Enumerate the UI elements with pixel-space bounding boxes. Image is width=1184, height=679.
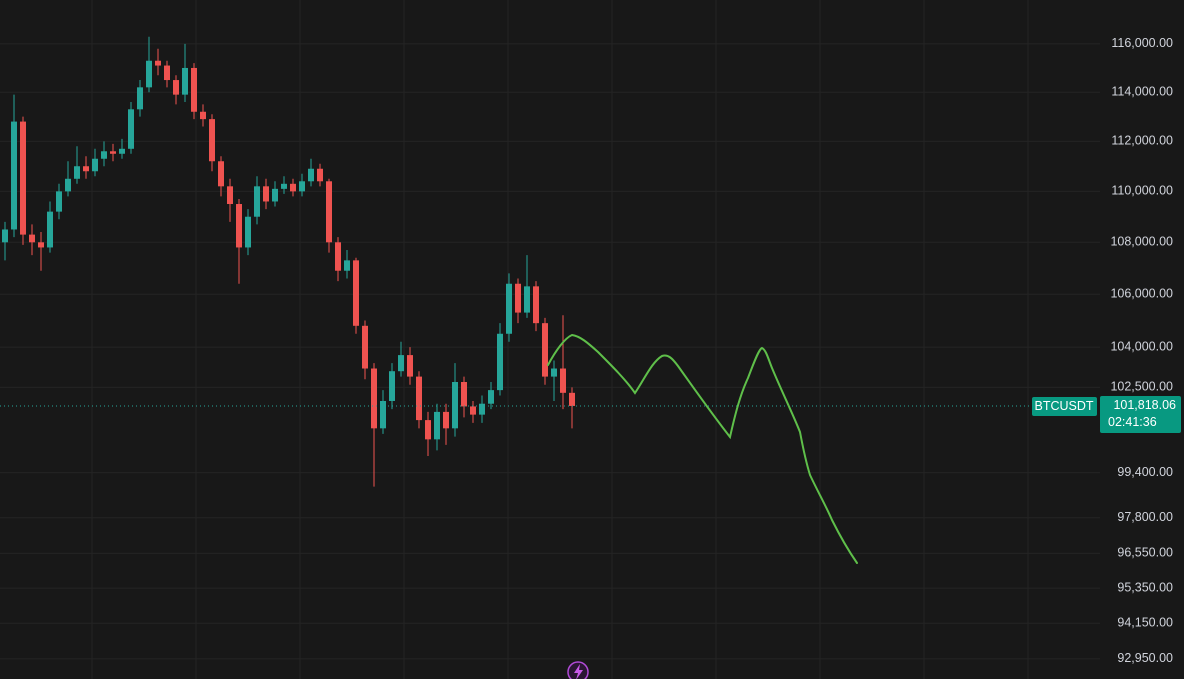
candle-body xyxy=(380,400,386,429)
y-tick-label: 96,550.00 xyxy=(1117,546,1173,560)
candle-body xyxy=(65,178,71,192)
candle-body xyxy=(299,181,305,192)
y-tick-label: 92,950.00 xyxy=(1117,651,1173,665)
candle-body xyxy=(20,121,26,235)
candle-body xyxy=(209,119,215,162)
vertical-grid xyxy=(91,0,1029,679)
symbol-label: BTCUSDT xyxy=(1034,399,1093,413)
candle-body xyxy=(119,148,125,154)
candle-body xyxy=(254,186,260,217)
candle-body xyxy=(533,286,539,324)
y-tick-label: 102,500.00 xyxy=(1110,380,1173,394)
candle-body xyxy=(290,183,296,192)
candle-body xyxy=(542,323,548,377)
candle-body xyxy=(92,158,98,172)
y-tick-label: 94,150.00 xyxy=(1117,616,1173,630)
candle-body xyxy=(362,325,368,369)
candle-body xyxy=(101,151,107,159)
candle-body xyxy=(452,381,458,429)
y-tick-label: 108,000.00 xyxy=(1110,235,1173,249)
candle-body xyxy=(344,260,350,271)
candle-body xyxy=(524,286,530,313)
candle-body xyxy=(227,186,233,205)
candle-body xyxy=(263,186,269,202)
candle-body xyxy=(569,392,575,406)
candle-body xyxy=(83,166,89,172)
y-tick-label: 110,000.00 xyxy=(1111,184,1173,198)
candle-body xyxy=(200,111,206,120)
candle-body xyxy=(506,283,512,334)
candle-body xyxy=(308,168,314,182)
candle-body xyxy=(551,368,557,377)
y-tick-label: 106,000.00 xyxy=(1110,286,1173,300)
candle-body xyxy=(236,204,242,248)
y-tick-label: 114,000.00 xyxy=(1111,85,1173,99)
candle-body xyxy=(11,121,17,230)
y-tick-label: 116,000.00 xyxy=(1111,36,1173,50)
candle-body xyxy=(353,260,359,326)
candle-body xyxy=(281,183,287,189)
alert-icon[interactable] xyxy=(567,661,589,679)
candle-body xyxy=(173,80,179,95)
candle-body xyxy=(2,229,8,243)
countdown-label: 02:41:36 xyxy=(1108,415,1157,429)
candle-body xyxy=(407,355,413,377)
price-label: 101,818.06 xyxy=(1113,398,1176,412)
candle-body xyxy=(128,109,134,149)
candle-body xyxy=(326,181,332,243)
y-tick-label: 104,000.00 xyxy=(1110,339,1173,353)
candle-body xyxy=(164,65,170,81)
candle-body xyxy=(470,406,476,415)
candle-body xyxy=(38,242,44,248)
candle-body xyxy=(443,411,449,429)
candle-body xyxy=(479,403,485,415)
candle-body xyxy=(461,381,467,407)
y-tick-label: 112,000.00 xyxy=(1111,134,1173,148)
candle-body xyxy=(137,87,143,110)
candle-body xyxy=(497,333,503,391)
candle-body xyxy=(218,161,224,187)
candle-body xyxy=(434,411,440,440)
y-tick-label: 99,400.00 xyxy=(1117,465,1173,479)
candle-body xyxy=(389,371,395,401)
candle-body xyxy=(416,376,422,421)
drawn-projection xyxy=(547,333,858,564)
candle-body xyxy=(272,188,278,202)
candle-body xyxy=(317,168,323,182)
candle-body xyxy=(110,151,116,154)
candle-body xyxy=(56,191,62,212)
candle-body xyxy=(245,216,251,248)
candle-body xyxy=(146,60,152,88)
candle-body xyxy=(74,166,80,179)
candle-body xyxy=(515,283,521,313)
candle-body xyxy=(398,355,404,372)
y-tick-label: 97,800.00 xyxy=(1117,510,1173,524)
candle-body xyxy=(29,234,35,243)
candle-body xyxy=(425,420,431,440)
candle-body xyxy=(155,60,161,66)
y-tick-label: 95,350.00 xyxy=(1117,580,1173,594)
candle-body xyxy=(182,67,188,95)
candle-body xyxy=(335,242,341,271)
candle-body xyxy=(371,368,377,429)
price-tag xyxy=(1100,395,1181,433)
candle-body xyxy=(47,211,53,248)
candle-body xyxy=(488,390,494,404)
candle-body xyxy=(191,67,197,112)
candle-body xyxy=(560,368,566,393)
symbol-tag xyxy=(1032,396,1097,416)
